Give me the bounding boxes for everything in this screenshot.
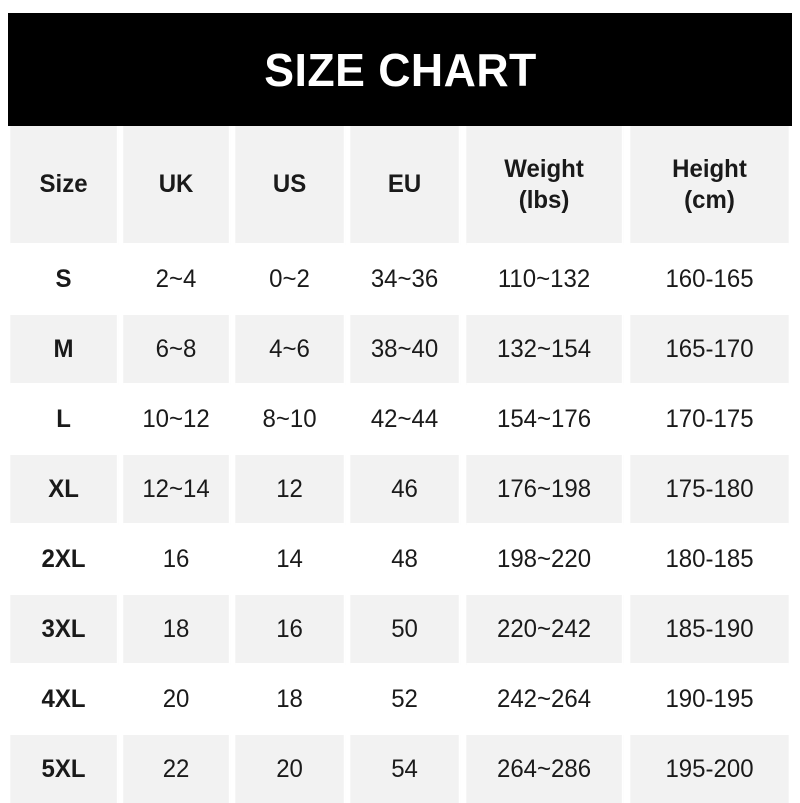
cell-uk: 22 (123, 735, 231, 803)
cell-weight: 198~220 (466, 525, 624, 595)
size-chart-container: SIZE CHART Size UK US EU Weight (lbs) Height (c… (8, 13, 792, 803)
cell-us: 16 (235, 595, 346, 665)
cell-eu: 46 (350, 455, 461, 525)
column-header-label: US (272, 170, 307, 199)
cell-eu: 48 (350, 525, 461, 595)
column-header-label: EU (387, 170, 422, 199)
cell-weight: 264~286 (466, 735, 624, 803)
cell-uk: 20 (123, 665, 231, 735)
cell-size: S (10, 245, 119, 315)
cell-uk: 6~8 (123, 315, 231, 385)
cell-us: 20 (235, 735, 346, 803)
cell-us: 8~10 (235, 385, 346, 455)
column-header-weight: Weight (lbs) (466, 126, 624, 245)
cell-height: 165-170 (630, 315, 789, 385)
column-header-size: Size (10, 126, 119, 245)
table-row: 4XL 20 18 52 242~264 190-195 (8, 665, 792, 735)
column-header-height: Height (cm) (630, 126, 789, 245)
cell-size: 3XL (10, 595, 119, 665)
cell-size: L (10, 385, 119, 455)
column-header-label: Height (672, 155, 747, 183)
cell-uk: 2~4 (123, 245, 231, 315)
table-row: 2XL 16 14 48 198~220 180-185 (8, 525, 792, 595)
column-header-label: UK (158, 170, 194, 199)
cell-eu: 52 (350, 665, 461, 735)
cell-us: 12 (235, 455, 346, 525)
cell-weight: 154~176 (466, 385, 624, 455)
column-header-eu: EU (350, 126, 461, 245)
cell-size: M (10, 315, 119, 385)
cell-eu: 34~36 (350, 245, 461, 315)
cell-size: 4XL (10, 665, 119, 735)
cell-height: 190-195 (630, 665, 789, 735)
cell-height: 170-175 (630, 385, 789, 455)
cell-eu: 42~44 (350, 385, 461, 455)
cell-weight: 242~264 (466, 665, 624, 735)
page-title: SIZE CHART (263, 43, 537, 96)
table-row: 3XL 18 16 50 220~242 185-190 (8, 595, 792, 665)
column-header-label: Weight (504, 155, 584, 183)
cell-us: 14 (235, 525, 346, 595)
cell-height: 160-165 (630, 245, 789, 315)
cell-height: 175-180 (630, 455, 789, 525)
cell-height: 195-200 (630, 735, 789, 803)
size-chart-header-band: SIZE CHART (8, 13, 792, 126)
table-row: S 2~4 0~2 34~36 110~132 160-165 (8, 245, 792, 315)
column-header-uk: UK (123, 126, 231, 245)
column-header-label: Size (39, 170, 88, 199)
column-header-us: US (235, 126, 346, 245)
cell-weight: 132~154 (466, 315, 624, 385)
table-row: M 6~8 4~6 38~40 132~154 165-170 (8, 315, 792, 385)
cell-size: XL (10, 455, 119, 525)
cell-height: 185-190 (630, 595, 789, 665)
cell-weight: 110~132 (466, 245, 624, 315)
table-row: 5XL 22 20 54 264~286 195-200 (8, 735, 792, 803)
cell-uk: 16 (123, 525, 231, 595)
cell-eu: 54 (350, 735, 461, 803)
cell-uk: 12~14 (123, 455, 231, 525)
cell-us: 0~2 (235, 245, 346, 315)
cell-weight: 220~242 (466, 595, 624, 665)
column-header-unit: (lbs) (518, 185, 570, 214)
table-header: Size UK US EU Weight (lbs) Height (cm) (8, 126, 792, 245)
cell-uk: 10~12 (123, 385, 231, 455)
table-header-row: Size UK US EU Weight (lbs) Height (cm) (8, 126, 792, 245)
table-body: S 2~4 0~2 34~36 110~132 160-165 M 6~8 4~6 38~40 13… (8, 245, 792, 803)
cell-us: 4~6 (235, 315, 346, 385)
table-row: L 10~12 8~10 42~44 154~176 170-175 (8, 385, 792, 455)
size-chart-table: Size UK US EU Weight (lbs) Height (cm) S 2~4 0~2 3… (8, 126, 792, 803)
cell-size: 2XL (10, 525, 119, 595)
table-row: XL 12~14 12 46 176~198 175-180 (8, 455, 792, 525)
cell-size: 5XL (10, 735, 119, 803)
cell-us: 18 (235, 665, 346, 735)
cell-height: 180-185 (630, 525, 789, 595)
column-header-unit: (cm) (684, 185, 735, 214)
cell-weight: 176~198 (466, 455, 624, 525)
cell-uk: 18 (123, 595, 231, 665)
cell-eu: 38~40 (350, 315, 461, 385)
cell-eu: 50 (350, 595, 461, 665)
